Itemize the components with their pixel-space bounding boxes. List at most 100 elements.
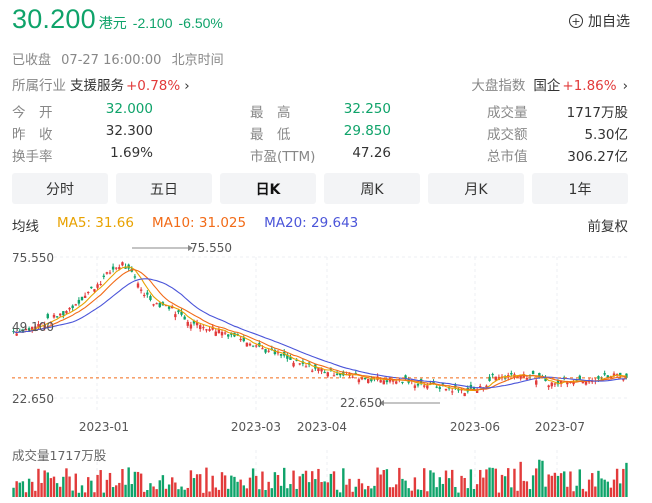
volume-bar [53, 477, 55, 497]
min-label: 22.650 [340, 396, 382, 410]
x-tick-label: 2023-01 [79, 420, 129, 434]
volume-bar [149, 483, 151, 497]
candle-body [140, 290, 142, 291]
ma10-value: MA10: 31.025 [152, 215, 246, 235]
volume-bar [115, 485, 117, 497]
volume-bar [47, 472, 49, 497]
volume-bar [355, 487, 357, 497]
volume-bar [264, 490, 266, 497]
volume-bar [495, 469, 497, 497]
volume-bar [439, 477, 441, 497]
volume-bar [616, 469, 618, 497]
volume-bar [460, 476, 462, 497]
tab-weekly-k[interactable]: 周K [324, 173, 420, 204]
volume-bar [274, 472, 276, 497]
candle-body [81, 297, 83, 300]
volume-bar [420, 490, 422, 497]
volume-bar [146, 490, 148, 497]
volume-bar [339, 492, 341, 497]
y-tick-label: 75.550 [12, 251, 54, 265]
candle-body [84, 296, 86, 298]
add-to-watchlist-button[interactable]: + 加自选 [569, 11, 630, 31]
volume-bar [99, 470, 101, 497]
candle-body [379, 380, 381, 382]
tab-intraday[interactable]: 分时 [12, 173, 108, 204]
industry-name: 支援服务 [70, 78, 124, 94]
volume-bar [491, 468, 493, 497]
candle-body [103, 276, 105, 277]
volume-bar [526, 481, 528, 497]
volume-bar [308, 482, 310, 497]
market-index-name: 国企 [533, 78, 560, 94]
volume-bar [295, 489, 297, 497]
volume-bar [417, 489, 419, 497]
currency-label: 港元 [99, 13, 127, 33]
tab-one-year[interactable]: 1年 [532, 173, 628, 204]
candle-body [243, 338, 245, 341]
volume-bar [485, 469, 487, 497]
candle-body [227, 334, 229, 336]
volume-bar [351, 492, 353, 497]
volume-bar [432, 473, 434, 497]
volume-bar [411, 491, 413, 497]
industry-link[interactable]: 所属行业 支援服务 +0.78% › [12, 74, 190, 94]
market-index-label: 大盘指数 [471, 78, 525, 94]
candle-body [152, 304, 154, 305]
volume-bar [252, 468, 254, 497]
volume-bar [233, 477, 235, 497]
candle-body [93, 289, 95, 291]
volume-bar [299, 476, 301, 497]
volume-bar [613, 480, 615, 497]
stat-turnover: 换手率 1.69% [12, 145, 153, 165]
volume-bar [358, 479, 360, 497]
ma20-value: MA20: 29.643 [264, 215, 358, 235]
candle-body [317, 368, 319, 371]
stat-low: 最 低 29.850 [250, 123, 391, 143]
candle-body [323, 372, 325, 373]
volume-bar [457, 493, 459, 497]
candle-body [137, 283, 139, 287]
moving-average-legend: 均线 MA5: 31.66 MA10: 31.025 MA20: 29.643 [12, 215, 376, 235]
tab-daily-k[interactable]: 日K [220, 173, 316, 204]
volume-bar [501, 475, 503, 497]
candle-body [56, 316, 58, 317]
y-tick-label: 22.650 [12, 392, 54, 406]
candle-body [426, 386, 428, 389]
industry-pct: +0.78% [126, 78, 180, 94]
volume-bar [34, 491, 36, 497]
volume-bar [37, 469, 39, 497]
volume-bar [551, 476, 553, 497]
volume-bar [516, 491, 518, 497]
volume-bar [43, 470, 45, 497]
volume-bar [171, 477, 173, 497]
candle-body [112, 267, 114, 270]
volume-bar [40, 483, 42, 497]
volume-bar [579, 469, 581, 497]
volume-bar [451, 470, 453, 497]
candle-body [106, 272, 108, 273]
volume-bar [127, 467, 129, 497]
volume-bar [56, 483, 58, 497]
volume-bar [488, 468, 490, 497]
volume-bar [162, 475, 164, 497]
ma20-line [14, 279, 627, 388]
candle-body [59, 314, 61, 316]
volume-bar [610, 488, 612, 497]
tab-five-day[interactable]: 五日 [116, 173, 212, 204]
candle-body [423, 385, 425, 386]
candle-body [551, 383, 553, 387]
quote-header: 30.200 港元 -2.100 -6.50% [12, 4, 223, 38]
tab-monthly-k[interactable]: 月K [428, 173, 524, 204]
volume-bar [379, 475, 381, 497]
market-index-link[interactable]: 大盘指数 国企 +1.86% › [471, 74, 628, 94]
volume-bar [507, 468, 509, 497]
stat-market-cap: 总市值 306.27亿 [487, 145, 628, 165]
volume-bar [118, 483, 120, 497]
volume-bar [236, 482, 238, 497]
candle-body [71, 306, 73, 308]
price-adjust-toggle[interactable]: 前复权 [588, 215, 629, 235]
candle-body [208, 329, 210, 331]
volume-bar [563, 471, 565, 497]
volume-bar [622, 469, 624, 497]
volume-bar [208, 491, 210, 497]
